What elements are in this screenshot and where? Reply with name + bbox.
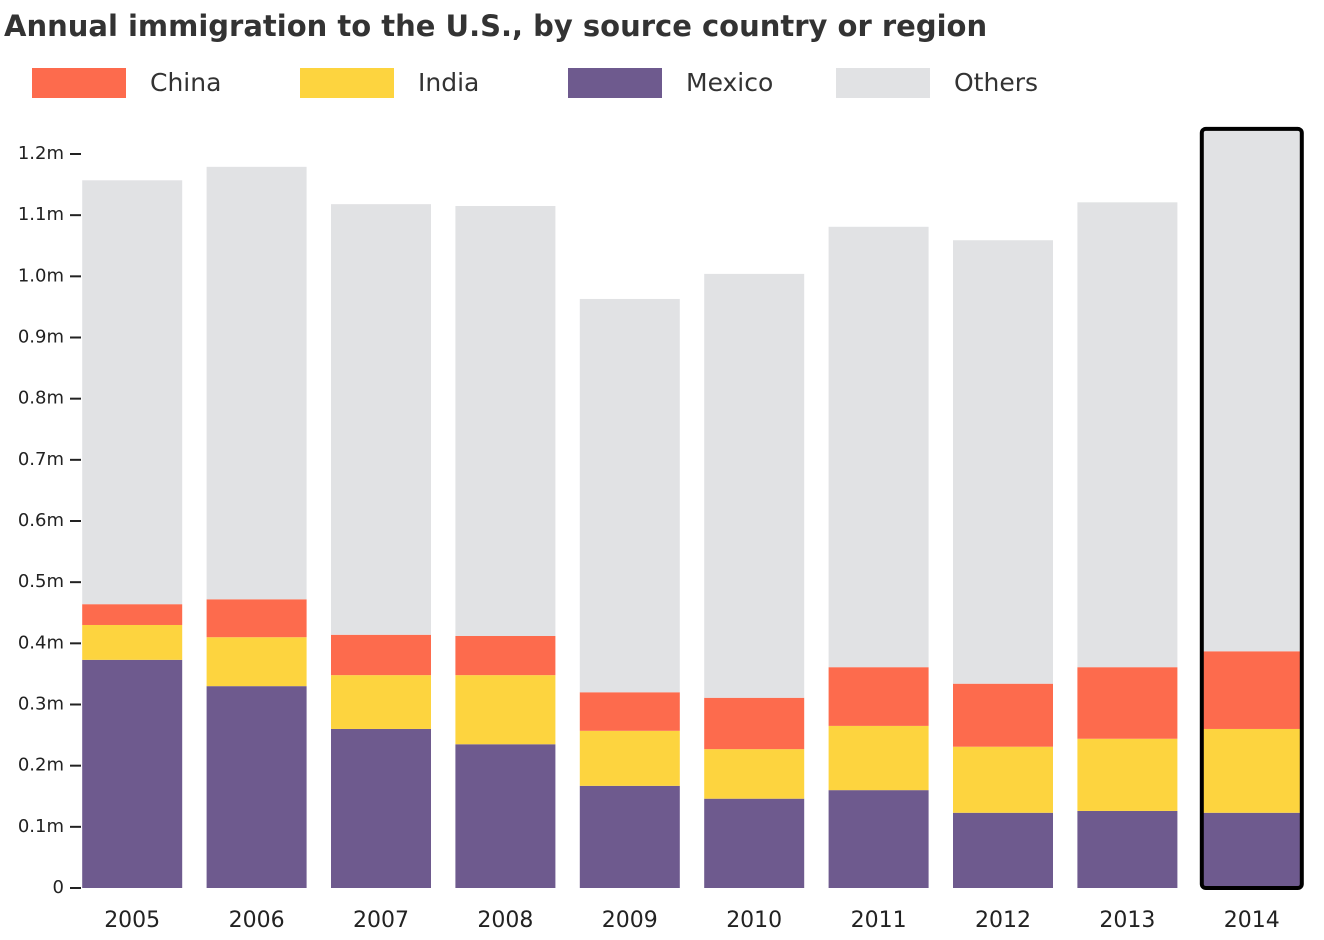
y-tick-label: 0.9m <box>18 327 64 348</box>
bar-segment <box>82 604 183 625</box>
bar-segment <box>1201 812 1302 888</box>
bar-segment <box>828 667 929 726</box>
bar-segment <box>1077 202 1178 668</box>
bar-segment <box>1201 728 1302 813</box>
y-tick-label: 1.2m <box>18 143 64 164</box>
legend-label: Others <box>954 68 1038 97</box>
bar-segment <box>579 785 680 888</box>
x-tick-label: 2006 <box>229 908 285 933</box>
bar-segment <box>455 205 556 636</box>
x-tick-label: 2007 <box>353 908 409 933</box>
bar-segment <box>82 180 183 605</box>
legend-swatch <box>32 68 126 98</box>
bar-segment <box>828 725 929 791</box>
bar-segment <box>953 746 1053 813</box>
bar-segment <box>953 812 1053 888</box>
bar-segment <box>828 790 929 888</box>
legend-label: Mexico <box>686 68 773 97</box>
bar-segment <box>953 683 1053 747</box>
bar-segment <box>704 749 805 799</box>
legend-label: China <box>150 68 221 97</box>
x-tick-label: 2012 <box>975 908 1031 933</box>
highlight-frame <box>1199 126 1304 890</box>
legend-label: India <box>418 68 479 97</box>
bar-segment <box>455 635 556 676</box>
bar-segment <box>704 697 805 750</box>
bar-segment <box>1077 667 1178 739</box>
bar-segment <box>331 675 431 729</box>
y-tick-label: 0.4m <box>18 632 64 653</box>
x-tick-label: 2010 <box>726 908 782 933</box>
x-tick-label: 2013 <box>1099 908 1155 933</box>
bar-segment <box>331 634 431 676</box>
y-tick-label: 0.3m <box>18 694 64 715</box>
x-tick-label: 2011 <box>851 908 907 933</box>
bar-segment <box>1077 738 1178 811</box>
x-tick-label: 2008 <box>477 908 533 933</box>
x-tick-label: 2014 <box>1224 908 1280 933</box>
bar-segment <box>1201 651 1302 729</box>
y-tick-label: 0.7m <box>18 449 64 470</box>
bar-segment <box>455 675 556 745</box>
bar-segment <box>331 728 431 888</box>
chart-title: Annual immigration to the U.S., by sourc… <box>4 9 987 43</box>
x-tick-label: 2005 <box>104 908 160 933</box>
bar-segment <box>828 226 929 668</box>
bar-segment <box>579 692 680 731</box>
bar-segment <box>579 298 680 693</box>
bar-segment <box>704 798 805 888</box>
bar-segment <box>206 166 307 600</box>
y-tick-label: 0.6m <box>18 510 64 531</box>
y-tick-label: 0.2m <box>18 755 64 776</box>
bar-segment <box>206 686 307 888</box>
y-tick-label: 0.5m <box>18 571 64 592</box>
bar-segment <box>1077 810 1178 888</box>
y-tick-label: 0.8m <box>18 388 64 409</box>
bar-segment <box>82 659 183 888</box>
bar-segment <box>206 599 307 638</box>
x-tick-label: 2009 <box>602 908 658 933</box>
y-tick-label: 1.0m <box>18 265 64 286</box>
bar-segment <box>455 744 556 888</box>
bar-segment <box>1201 128 1302 652</box>
bar-segment <box>579 730 680 786</box>
y-tick-label: 1.1m <box>18 204 64 225</box>
bar-segment <box>331 204 431 635</box>
bar-segment <box>82 624 183 660</box>
legend-swatch <box>568 68 662 98</box>
legend-swatch <box>836 68 930 98</box>
y-tick-label: 0 <box>53 877 64 898</box>
bar-segment <box>953 240 1053 684</box>
y-tick-label: 0.1m <box>18 816 64 837</box>
bar-segment <box>206 637 307 687</box>
bar-segment <box>704 273 805 698</box>
legend-swatch <box>300 68 394 98</box>
